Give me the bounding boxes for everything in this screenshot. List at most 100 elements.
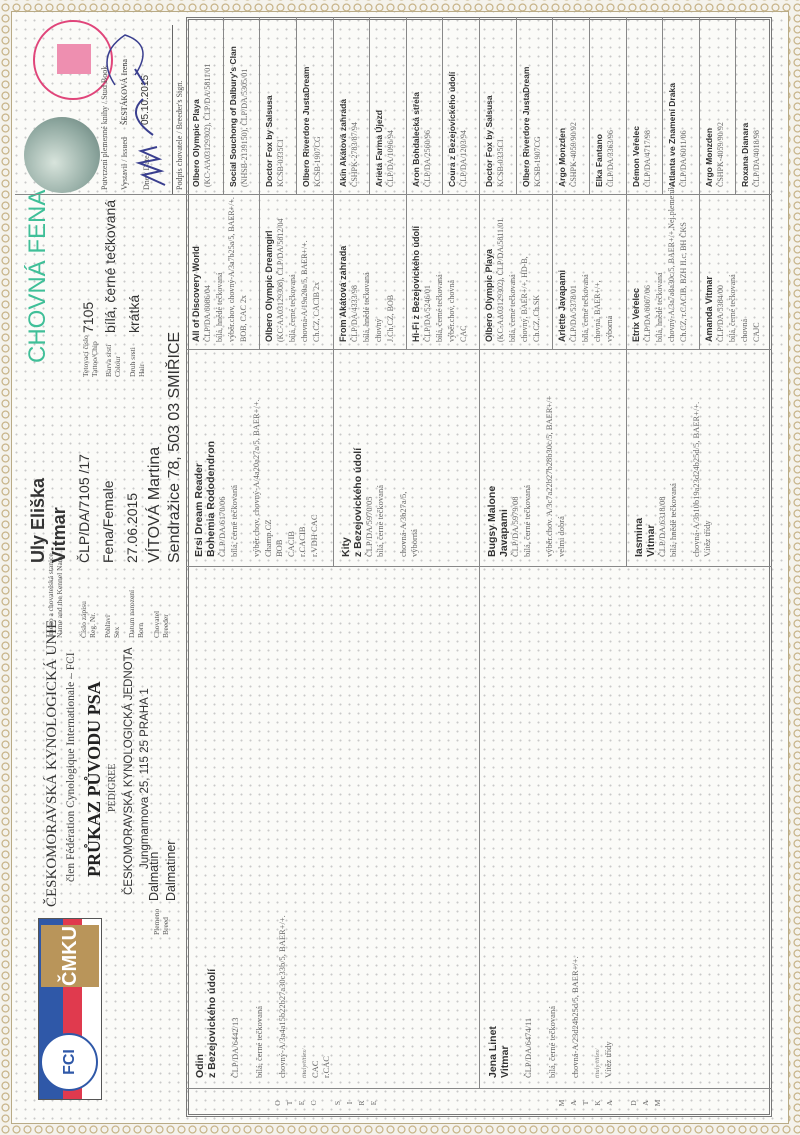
reg-number: KCSB-0335CI (276, 139, 286, 187)
great-grandparent-cell: Hi-Fi z Bezejovického údolí ČLP/DA/5246/0… (406, 195, 479, 349)
dog-name: Jena Linet (487, 1026, 499, 1078)
great-great-grandparent-cell: Argo Monzden ČSHPK-4059/90/92 (552, 17, 589, 194)
dog-name: Arieta Farma Újezd (374, 110, 385, 187)
great-grandparent-cell: Arlette Javapami ČLP/DA/5378/01 bílá, čern… (552, 195, 625, 349)
detail-line: chovný (373, 318, 383, 342)
great-great-grandparent-cell: Elka Fantano ČLP/DA/3363/96 (589, 17, 626, 194)
detail-line: chovná (739, 318, 749, 342)
label-breeder: Chovatel Breeder (152, 611, 170, 638)
detail-line: Ch.CZ, r.CACIB, BZH II.c, BH ČKS (678, 222, 688, 342)
breed-value-cz: Dalmatin (147, 851, 161, 901)
dog-name: Vitmar (499, 1045, 511, 1079)
breeder-sign-label: Podpis chovatele / Breeder's Sign. (175, 80, 184, 190)
dog-name: Olbero Olympic Dreamgirl (264, 230, 275, 342)
detail-line: výborná (409, 529, 419, 557)
reg-number: ČLP/DA/1096/94 (386, 130, 396, 187)
detail-group: ČLP/DA/6474/11 (523, 577, 535, 1078)
strip-letter: I (345, 1101, 354, 1105)
dog-name: Bugsy Malone (486, 485, 498, 557)
strip-letter: C (309, 1100, 318, 1106)
dog-name: Atlanta ve Znamení Draka (667, 83, 678, 187)
detail-line: (KC-AA03129302), ČLP/DA/5811/01 (496, 218, 505, 342)
detail-line: bílá, hnědě tečkovaná (668, 483, 678, 557)
strip-letter: S (333, 1100, 342, 1106)
org-name: ČESKOMORAVSKÁ KYNOLOGICKÁ UNIE (44, 619, 60, 907)
great-great-grandparent-cell: Social Souchong of Dalbury's Clan (NHSB-2… (223, 17, 260, 194)
detail-line: chovná-A/3b10b19a23d24b25d/5, BAER+/+. (690, 401, 701, 557)
detail-line: bílá, černé tečkovaná (508, 274, 517, 342)
detail-line: ČLP/DA/6474/11 (523, 1017, 533, 1078)
detail-line: ČLP/DA/5378/01 (569, 285, 579, 342)
dog-name: Amanda Vitmar (703, 276, 714, 342)
reg-number: ČSHPK-4059/90/92 (715, 122, 725, 187)
detail-group: ČLP/DA/6442/13 (230, 577, 242, 1078)
detail-line: bílá, černé tečkovaná (288, 274, 298, 342)
great-grandparent-cell: All of Discovery World ČLP/DA/6086/04 bílá… (186, 195, 259, 349)
great-great-grandparent-cell: Doctor Fox by Salsusa KCSB-0335CI (259, 17, 296, 194)
reg-number: ČLP/DA/4018/98 (752, 130, 762, 187)
dog-name: Argo Monzden (703, 127, 714, 187)
label-text: Tattoo/Chip (90, 341, 99, 377)
strip-letter: A (605, 1100, 614, 1106)
titles-group: tituly/titles/Vítěz třídy (593, 577, 615, 1078)
dog-name: Etrix Veřelec (630, 287, 641, 342)
great-grandparent-cell: Etrix Veřelec ČLP/DA/6067/06 bílá, hnědé t… (626, 185, 699, 349)
breed-label-cz: Plemeno (152, 908, 161, 935)
label-text: Breeder (161, 614, 170, 638)
issuer-name: ČESKOMORAVSKÁ KYNOLOGICKÁ JEDNOTA (123, 647, 135, 895)
grandparent-cell: Bugsy Malone Javapami ČLP/DA/5979/08 bílá, … (479, 350, 626, 566)
detail-line: ČLP/DA/6442/13 (230, 1017, 240, 1078)
great-grandparent-cell: Amanda Vitmar ČLP/DA/5384/00 bílá, černé t… (699, 195, 772, 349)
detail-line: ČLP/DA/6086/04 (203, 285, 212, 342)
label-hair: Druh srsti Hair (128, 347, 146, 377)
great-great-grandparent-cell: Olbero Olympic Playa (KC-AA03129302), ČLP… (186, 17, 223, 194)
dog-born: 27.06.2015 (124, 492, 140, 563)
dog-tattoo: 7105 (80, 301, 96, 333)
detail-line: bílá, hnědé tečkovaná (654, 272, 664, 342)
dog-reg-nr: ČLP/DA/7105 /17 (76, 454, 92, 563)
document-title: PRŮKAZ PŮVODU PSA (84, 681, 104, 877)
dog-name: Argo Monzden (557, 127, 568, 187)
dog-name: Iasmina (632, 517, 645, 557)
detail-group: ČLP/DA/5979/08 bílá, černé tečkovaná (510, 359, 533, 557)
strip-letter: E (369, 1100, 378, 1106)
dog-kennel: Vitmar (49, 507, 69, 563)
dog-name: Arlette Javapami (557, 269, 568, 342)
title-line: Vítěz třídy (602, 1041, 613, 1078)
reg-number: ČLP/DA/2560/96 (422, 130, 432, 187)
detail-group: chovná-A/3b27a/5, výborná (398, 359, 421, 557)
dog-name: Ersi Dream Reader (193, 463, 205, 557)
detail-line: bílá, hnědé tečkovaná (215, 272, 224, 342)
label-text: Chovatel (152, 610, 161, 638)
label-text: Číslo zápisu (79, 601, 88, 638)
strip-letter: O (273, 1100, 282, 1106)
dog-name: Doctor Fox by Salsusa (264, 95, 275, 187)
reg-number: KCSB-1907CG (312, 136, 322, 187)
label-colour: Barva srsti Colour (104, 345, 122, 377)
strip-letter: R (357, 1100, 366, 1106)
strip-letter: T (581, 1100, 590, 1106)
detail-line: ČLP/DA/4333/98 (349, 285, 359, 342)
great-great-grandparent-cell: Coura z Bezejovického údolí ČLP/DA/1203/9… (442, 17, 479, 194)
dog-name: Démon Veřelec (630, 126, 641, 187)
hologram-seal (24, 117, 100, 193)
label-text: Name and the Kennel Name (55, 553, 64, 638)
reg-number: KCSB-0335CI (496, 139, 505, 187)
dog-name: Kity (339, 537, 352, 557)
detail-line: bílá, černé tečkovaná (521, 485, 532, 557)
detail-line: ČLP/DA/6170/06 (217, 496, 227, 557)
label-text: Datum narození (127, 589, 136, 638)
dog-sex: Fena/Female (100, 480, 116, 563)
titles-group: tituly/titles/CAC r.CAC (300, 577, 333, 1078)
dog-colour: bílá, černé tečkovaná (102, 199, 118, 333)
reg-number: KCSB-1907CG (532, 136, 542, 187)
detail-line: výběr.chov, chovný-A/3a7b25a/5, BAER+/+. (227, 197, 236, 342)
strip-letter: T (285, 1100, 294, 1106)
breed-value-en: Dalmatiner (164, 840, 178, 901)
dog-name: z Bezejovického údolí (206, 968, 218, 1078)
great-great-grandparent-cell: Atlanta ve Znamení Draka ČLP/DA/6011/06 (662, 17, 699, 194)
label-name: Jméno a chovatelská stanice Name and the … (46, 553, 64, 638)
detail-line: Champ.CZ (262, 519, 273, 557)
dog-name: Doctor Fox by Salsusa (484, 95, 494, 187)
